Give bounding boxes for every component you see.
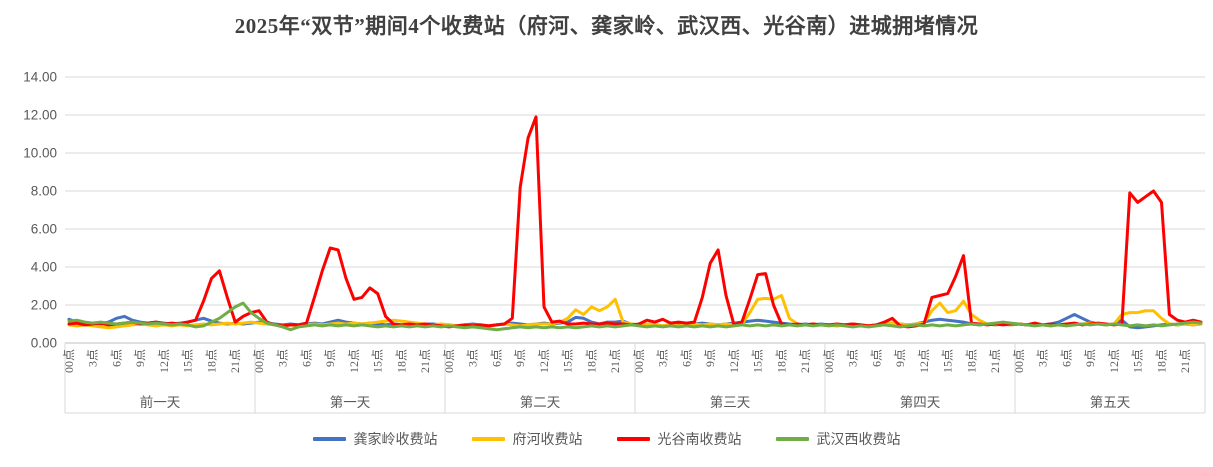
x-tick-label: 3点 xyxy=(276,349,290,367)
y-tick-label: 14.00 xyxy=(23,70,57,85)
y-tick-label: 10.00 xyxy=(23,146,57,161)
y-tick-label: 12.00 xyxy=(23,108,57,123)
legend-swatch-icon xyxy=(312,437,346,441)
x-tick-label: 21点 xyxy=(228,349,242,373)
legend-item-0: 龚家岭收费站 xyxy=(312,429,438,449)
day-label: 第五天 xyxy=(1090,394,1131,410)
x-tick-label: 3点 xyxy=(656,349,670,367)
x-tick-label: 00点 xyxy=(442,349,456,373)
x-tick-label: 00点 xyxy=(62,349,76,373)
x-tick-label: 9点 xyxy=(513,349,527,367)
x-tick-label: 6点 xyxy=(1059,349,1073,367)
legend-swatch-icon xyxy=(471,437,505,441)
x-tick-label: 6点 xyxy=(679,349,693,367)
y-tick-label: 8.00 xyxy=(31,184,57,199)
y-tick-label: 0.00 xyxy=(31,336,57,351)
x-tick-label: 21点 xyxy=(988,349,1002,373)
x-tick-label: 21点 xyxy=(1178,349,1192,373)
x-tick-label: 3点 xyxy=(846,349,860,367)
x-tick-label: 18点 xyxy=(774,349,788,373)
x-tick-label: 21点 xyxy=(798,349,812,373)
legend-item-1: 府河收费站 xyxy=(471,429,583,449)
x-tick-label: 00点 xyxy=(822,349,836,373)
x-tick-label: 9点 xyxy=(893,349,907,367)
legend-label: 龚家岭收费站 xyxy=(353,433,438,448)
x-tick-label: 12点 xyxy=(727,349,741,373)
day-label: 第一天 xyxy=(330,394,371,410)
x-tick-label: 18点 xyxy=(204,349,218,373)
x-tick-label: 00点 xyxy=(632,349,646,373)
x-tick-label: 18点 xyxy=(964,349,978,373)
x-tick-label: 18点 xyxy=(394,349,408,373)
x-tick-label: 6点 xyxy=(299,349,313,367)
legend-label: 府河收费站 xyxy=(512,433,583,448)
legend-item-2: 光谷南收费站 xyxy=(616,429,742,449)
series-line-3 xyxy=(67,301,1203,332)
x-tick-label: 15点 xyxy=(1131,349,1145,373)
legend-label: 武汉西收费站 xyxy=(816,433,901,448)
y-tick-label: 2.00 xyxy=(31,298,57,313)
x-tick-label: 6点 xyxy=(109,349,123,367)
x-tick-label: 12点 xyxy=(537,349,551,373)
x-tick-label: 3点 xyxy=(466,349,480,367)
x-tick-label: 6点 xyxy=(869,349,883,367)
x-tick-label: 18点 xyxy=(1154,349,1168,373)
series-line-2 xyxy=(67,115,1203,329)
x-tick-label: 9点 xyxy=(323,349,337,367)
x-tick-label: 12点 xyxy=(1107,349,1121,373)
x-tick-label: 9点 xyxy=(1083,349,1097,367)
x-tick-label: 12点 xyxy=(917,349,931,373)
x-tick-label: 21点 xyxy=(608,349,622,373)
x-tick-label: 12点 xyxy=(157,349,171,373)
x-tick-label: 15点 xyxy=(371,349,385,373)
legend: 龚家岭收费站 府河收费站 光谷南收费站 武汉西收费站 xyxy=(0,426,1213,452)
legend-item-3: 武汉西收费站 xyxy=(775,429,901,449)
chart-title: 2025年“双节”期间4个收费站（府河、龚家岭、武汉西、光谷南）进城拥堵情况 xyxy=(234,14,979,38)
plot-area: 0.00 2.00 4.00 6.00 8.00 10.00 12.00 14.00 前一天 00… xyxy=(23,70,1206,414)
x-tick-label: 3点 xyxy=(86,349,100,367)
day-label: 第二天 xyxy=(520,394,561,410)
x-tick-label: 15点 xyxy=(181,349,195,373)
x-tick-label: 21点 xyxy=(418,349,432,373)
x-tick-label: 9点 xyxy=(703,349,717,367)
y-tick-label: 6.00 xyxy=(31,222,57,237)
x-tick-label: 9点 xyxy=(133,349,147,367)
legend-label: 光谷南收费站 xyxy=(657,433,742,448)
x-tick-label: 15点 xyxy=(561,349,575,373)
legend-swatch-icon xyxy=(616,437,650,441)
x-tick-label: 18点 xyxy=(584,349,598,373)
legend-swatch-icon xyxy=(775,437,809,441)
y-tick-label: 4.00 xyxy=(31,260,57,275)
day-label: 第三天 xyxy=(710,394,751,410)
x-tick-label: 6点 xyxy=(489,349,503,367)
x-tick-label: 15点 xyxy=(751,349,765,373)
x-tick-label: 3点 xyxy=(1036,349,1050,367)
day-label: 第四天 xyxy=(900,394,941,410)
day-label: 前一天 xyxy=(140,394,181,410)
x-tick-label: 00点 xyxy=(1012,349,1026,373)
x-tick-label: 15点 xyxy=(941,349,955,373)
x-tick-label: 12点 xyxy=(347,349,361,373)
x-tick-label: 00点 xyxy=(252,349,266,373)
